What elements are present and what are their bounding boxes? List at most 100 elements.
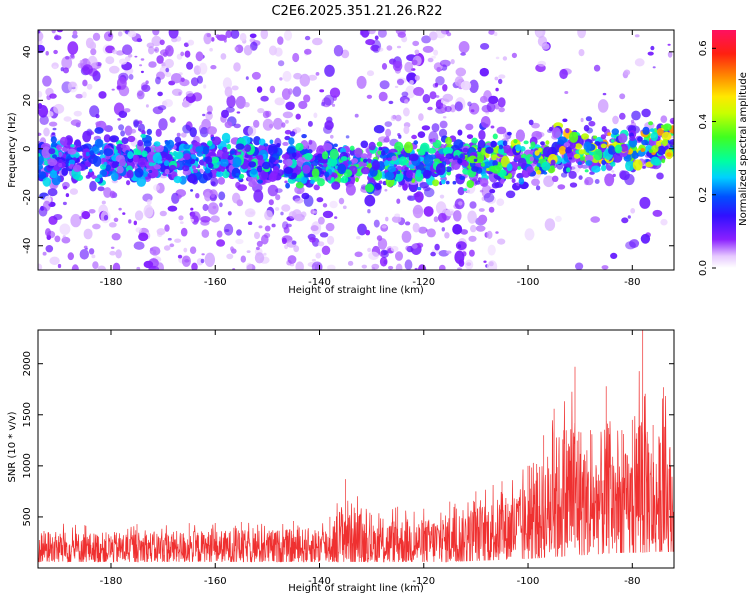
spectrogram-cell — [544, 218, 556, 232]
spectrogram-cell — [210, 145, 215, 149]
x-tick-label: -180 — [100, 277, 123, 288]
spectrogram-cell — [53, 103, 65, 114]
spectrogram-cell — [610, 252, 618, 259]
spectrogram-cell — [38, 31, 44, 42]
spectrogram-cell — [355, 177, 359, 183]
spectrogram-cell — [418, 226, 428, 234]
spectrogram-cell — [210, 191, 215, 198]
spectrogram-cell — [427, 106, 433, 111]
spectrogram-cell — [124, 125, 133, 136]
spectrogram-cell — [651, 145, 659, 153]
spectrogram-cell — [406, 72, 417, 84]
spectrogram-cell — [253, 136, 261, 146]
spectrogram-cell — [236, 229, 242, 236]
spectrogram-cell — [263, 252, 267, 256]
spectrogram-cell — [268, 172, 277, 182]
spectrogram-cell — [116, 165, 124, 174]
spectrogram-cell — [480, 116, 491, 128]
spectrogram-cell — [235, 95, 246, 109]
spectrogram-cell — [496, 126, 507, 135]
spectrogram-cell — [409, 80, 414, 85]
spectrogram-cell — [612, 115, 619, 125]
spectrogram-cell — [97, 186, 105, 192]
spectrogram-cell — [413, 140, 419, 145]
spectrogram-cell — [201, 229, 210, 238]
spectrogram-cell — [82, 130, 92, 143]
spectrogram-cell — [192, 165, 197, 170]
spectrogram-cell — [412, 222, 420, 233]
spectrogram-cell — [464, 259, 474, 270]
spectrogram-cell — [211, 156, 220, 163]
spectrogram-cell — [191, 215, 199, 225]
spectrogram-cell — [141, 84, 151, 92]
spectrogram-cell — [394, 213, 401, 218]
spectrogram-cell — [256, 165, 263, 173]
spectrogram-cell — [296, 156, 305, 167]
spectrogram-cell — [470, 109, 475, 113]
spectrogram-cell — [163, 147, 169, 152]
spectrogram-cell — [434, 243, 440, 251]
spectrogram-cell — [212, 136, 222, 146]
spectrogram-cell — [276, 143, 281, 148]
spectrogram-cell — [648, 121, 654, 126]
spectrogram-cell — [164, 168, 170, 175]
snr-y-ticks: 500 1000 1500 2000 — [22, 351, 674, 526]
spectrogram-cell — [515, 144, 522, 152]
spectrogram-cell — [244, 154, 249, 158]
spectrogram-cell — [154, 46, 160, 53]
spectrogram-cell — [103, 214, 109, 221]
spectrogram-cell — [235, 44, 244, 54]
spectrogram-cell — [69, 54, 76, 60]
spectrogram-cell — [404, 221, 411, 226]
spectrogram-cell — [221, 152, 229, 160]
spectrogram-cell — [367, 209, 371, 214]
spectrogram-cell — [511, 52, 517, 59]
spectrogram-cell — [431, 55, 436, 59]
spectrogram-cell — [115, 249, 122, 259]
spectrogram-cell — [327, 264, 336, 270]
spectrogram-cell — [216, 230, 223, 238]
spectrogram-cell — [222, 77, 232, 90]
spectrogram-cell — [288, 137, 295, 145]
spectrogram-cell — [119, 58, 127, 65]
spectrogram-cell — [50, 136, 57, 144]
spectrogram-y-ticks: -40 -20 0 20 40 — [22, 45, 674, 254]
spectrogram-cell — [379, 80, 390, 90]
spectrogram-cell — [438, 128, 448, 138]
spectrogram-cell — [495, 231, 499, 234]
y-tick-label: 500 — [22, 507, 33, 526]
spectrogram-cell — [440, 156, 447, 163]
spectrogram-cell — [202, 203, 209, 212]
spectrogram-cell — [368, 30, 376, 35]
spectrogram-cell — [38, 163, 44, 170]
spectrogram-cell — [254, 252, 265, 264]
spectrogram-cell — [365, 183, 374, 193]
spectrogram-cell — [637, 136, 643, 142]
spectrogram-cell — [235, 173, 240, 177]
spectrogram-cell — [355, 164, 360, 168]
spectrogram-cell — [478, 208, 485, 212]
spectrogram-cell — [113, 217, 119, 222]
spectrogram-cell — [333, 45, 344, 57]
spectrogram-cell — [652, 209, 663, 217]
spectrogram-cell — [493, 31, 498, 37]
spectrogram-cell — [660, 124, 665, 129]
spectrogram-cell — [565, 128, 570, 134]
spectrogram-cell — [591, 165, 601, 173]
spectrogram-cell — [619, 93, 626, 100]
spectrogram-cell — [143, 140, 152, 148]
spectrogram-cell — [323, 163, 328, 168]
spectrogram-cell — [356, 236, 361, 240]
spectrogram-cell — [452, 180, 457, 185]
spectrogram-cell — [343, 169, 353, 178]
spectrogram-cell — [414, 75, 420, 81]
spectrogram-cell — [498, 144, 503, 150]
spectrogram-cell — [173, 176, 182, 184]
spectrogram-cell — [357, 161, 367, 169]
spectrogram-cell — [486, 230, 493, 239]
spectrogram-cell — [624, 173, 635, 186]
snr-panel: -180 -160 -140 -120 -100 -80 500100015002000 … — [7, 329, 675, 594]
spectrogram-cell — [63, 67, 69, 74]
spectrogram-cell — [226, 253, 234, 260]
spectrogram-cell — [38, 44, 45, 54]
